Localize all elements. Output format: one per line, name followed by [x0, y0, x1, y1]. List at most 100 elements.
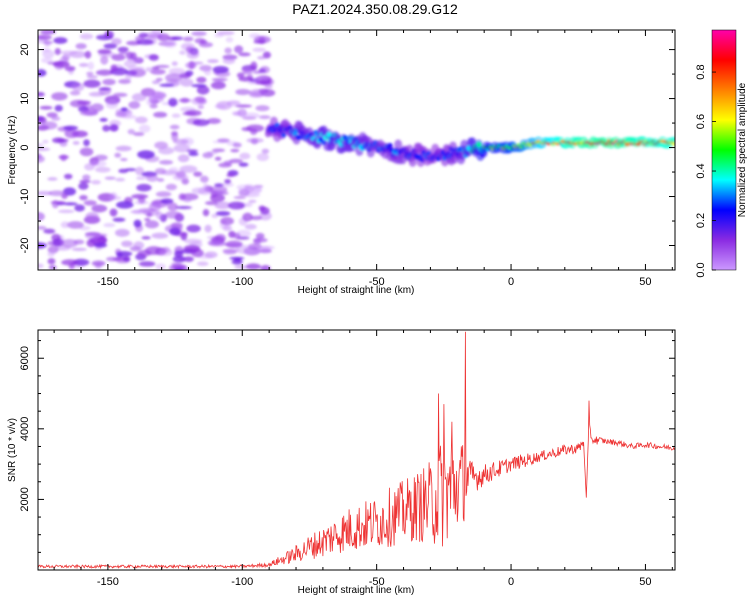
spectrogram-noise-blob: [183, 256, 194, 262]
spectrogram-noise-blob: [110, 192, 118, 200]
spectrogram-noise-blob: [212, 65, 229, 74]
spectrogram-noise-blob: [212, 148, 225, 153]
spectrogram-noise-blob: [102, 78, 116, 86]
spectrogram-noise-blob: [83, 139, 90, 147]
spectrogram-noise-blob: [72, 140, 80, 145]
spectrogram-noise-blob: [188, 152, 199, 157]
y-tick-label: 2000: [19, 487, 31, 511]
spectrogram-noise-blob: [202, 152, 214, 159]
spectrogram-noise-blob: [79, 147, 94, 157]
spectrogram-noise-blob: [242, 70, 253, 75]
spectrogram-noise-blob: [120, 107, 128, 112]
spectrogram-noise-blob: [56, 138, 69, 143]
spectrogram-noise-blob: [253, 40, 266, 44]
spectrogram-noise-blob: [133, 241, 145, 250]
colorbar-ticks: 0.0 0.2 0.4 0.6 0.8: [695, 64, 716, 278]
spectrogram-noise-blob: [178, 98, 192, 103]
spectrogram-noise-blob: [151, 80, 160, 85]
y-tick-label: -10: [19, 189, 31, 205]
spectrogram-noise-blob: [115, 145, 132, 152]
spectrogram-noise-blob: [225, 36, 234, 43]
spectrogram-noise-blob: [48, 190, 66, 197]
spectrogram-noise-blob: [196, 76, 207, 84]
spectrogram-noise-blob: [193, 171, 203, 177]
spectrogram-noise-blob: [264, 84, 273, 89]
spectrogram-noise-blob: [147, 90, 164, 100]
spectrogram-noise-blob: [153, 111, 168, 118]
spectrogram-noise-blob: [95, 166, 111, 173]
spectrogram-noise-blob: [168, 97, 178, 107]
spectrogram-noise-blob: [103, 43, 118, 49]
spectrogram-noise-blob: [192, 119, 210, 127]
spectrogram-noise-blob: [202, 209, 210, 217]
spectrogram-noise-blob: [211, 77, 228, 82]
spectrogram-noise-blob: [138, 124, 151, 133]
colorbar-tick-label: 0.8: [695, 64, 707, 79]
spectrogram-xlabel: Height of straight line (km): [298, 285, 415, 296]
spectrogram-noise-blob: [167, 202, 178, 211]
spectrogram-noise-blob: [42, 139, 49, 144]
spectrogram-noise-blob: [38, 225, 47, 230]
x-tick-label: -100: [231, 276, 253, 288]
spectrogram-noise-blob: [230, 148, 240, 153]
spectrogram-noise-blob: [238, 76, 253, 82]
spectrogram-noise-blob: [133, 132, 145, 137]
spectrogram-noise-blob: [38, 155, 45, 163]
spectrogram-noise-blob: [168, 67, 186, 76]
spectrogram-noise-blob: [134, 116, 148, 124]
spectrogram-noise-blob: [258, 205, 266, 211]
x-tick-label: -100: [231, 576, 253, 588]
x-tick-label: -150: [97, 576, 119, 588]
x-tick-label: 50: [639, 276, 651, 288]
spectrogram-noise-blob: [124, 72, 133, 81]
spectrogram-noise-blob: [178, 193, 186, 201]
spectrogram-noise-blob: [137, 150, 155, 159]
spectrogram-noise-blob: [41, 121, 58, 130]
spectrogram-noise-blob: [172, 255, 186, 263]
spectrogram-noise-blob: [123, 60, 137, 68]
spectrogram-noise-blob: [155, 77, 163, 82]
spectrogram-noise-blob: [51, 116, 61, 121]
spectrogram-noise-blob: [243, 112, 260, 119]
spectrogram-noise-blob: [151, 66, 160, 70]
spectrogram-noise-blob: [98, 87, 112, 91]
spectrogram-noise-blob: [67, 221, 84, 229]
spectrogram-noise-blob: [210, 81, 226, 90]
spectrogram-noise-blob: [197, 105, 204, 109]
spectrogram-noise-blob: [54, 104, 63, 112]
spectrogram-noise-blob: [79, 33, 94, 40]
spectrogram-noise-blob: [131, 93, 147, 102]
spectrogram-noise-blob: [91, 179, 101, 185]
spectrogram-noise-blob: [255, 80, 272, 85]
spectrogram-noise-blob: [118, 79, 131, 84]
spectrogram-noise-blob: [182, 111, 197, 116]
spectrogram-noise-blob: [38, 212, 45, 221]
spectrogram-noise-blob: [180, 42, 195, 51]
spectrogram-noise-blob: [183, 244, 201, 252]
spectrogram-noise-blob: [207, 59, 219, 64]
spectrogram-noise-blob: [144, 217, 151, 222]
x-tick-label: -50: [369, 576, 385, 588]
spectrogram-noise-blob: [100, 55, 109, 65]
spectrogram-noise-blob: [144, 32, 162, 37]
spectrogram-noise-blob: [103, 222, 116, 228]
spectrogram-noise-blob: [185, 62, 197, 69]
spectrogram-noise-blob: [38, 69, 47, 77]
spectrogram-noise-blob: [163, 39, 178, 48]
snr-ylabel: SNR (10 * v/v): [7, 418, 18, 482]
spectrogram-noise-blob: [85, 232, 102, 240]
spectrogram-noise-blob: [173, 267, 184, 270]
spectrogram-noise-blob: [129, 68, 147, 78]
spectrogram-noise-blob: [168, 166, 179, 173]
spectrogram-noise-blob: [221, 182, 234, 187]
spectrogram-noise-blob: [43, 228, 56, 234]
spectrogram-noise-blob: [235, 245, 254, 254]
spectrogram-noise-blob: [196, 85, 210, 95]
spectrogram-noise-blob: [204, 200, 219, 206]
spectrogram-ridge-halo: [394, 139, 403, 150]
spectrogram-noise-blob: [255, 232, 265, 240]
x-tick-label: 0: [508, 276, 514, 288]
x-tick-label: 50: [639, 576, 651, 588]
x-tick-label: -150: [97, 276, 119, 288]
